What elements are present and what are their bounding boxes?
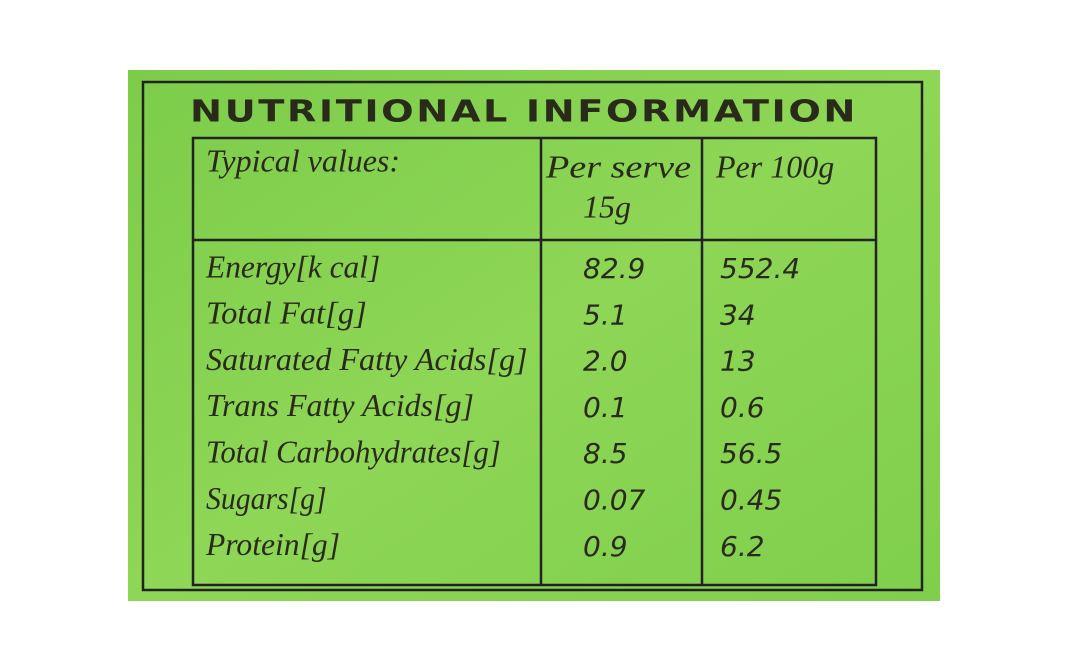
row-value: 0.9 [583,530,628,563]
row-label: Protein[g] [205,526,340,562]
title: NUTRITIONAL INFORMATION [190,95,858,130]
green-panel [128,70,940,601]
row-value: 0.6 [720,391,765,424]
column-header: Per serve [545,148,691,184]
column-header: Per 100g [715,148,834,184]
outer-border [141,80,924,592]
row-value: 0.07 [583,484,646,517]
row-value: 82.9 [583,252,645,285]
row-label: Trans Fatty Acids[g] [206,387,474,423]
row-label: Total Fat[g] [206,295,367,331]
row-value: 0.45 [720,484,782,517]
row-value: 6.2 [720,530,765,563]
row-label: Saturated Fatty Acids[g] [206,341,528,377]
row-value: 5.1 [583,298,628,331]
row-value: 552.4 [720,252,800,285]
column-header: 15g [583,188,631,224]
table: Typical values: Per serve 15g Per 100g [191,136,878,587]
column-header: Typical values: [206,142,400,178]
row-value: 8.5 [583,437,628,470]
row-label: Energy[k cal] [205,248,380,284]
table-border [191,136,878,587]
row-label: Total Carbohydrates[g] [206,434,501,470]
row-value: 0.1 [583,391,628,424]
row-value: 56.5 [720,437,782,470]
row-value: 34 [720,298,756,331]
row-value: 13 [720,345,756,378]
row-label: Sugars[g] [206,480,327,516]
row-value: 2.0 [583,345,628,378]
